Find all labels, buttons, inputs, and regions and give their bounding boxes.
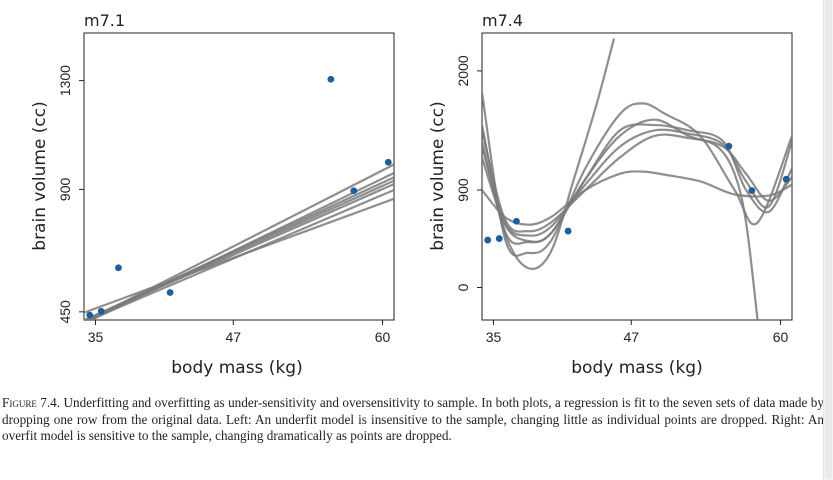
data-point-4 <box>564 227 572 235</box>
series-line-7 <box>88 171 394 320</box>
data-point-2 <box>97 307 105 315</box>
ytick-label: 900 <box>57 178 73 202</box>
ytick-label: 450 <box>57 300 73 324</box>
ylabel-right: brain volume (cc) <box>428 101 448 250</box>
figure-plots: 450 900 1300 35 47 60 m7.1 body mass (kg) br… <box>30 11 793 378</box>
yticks-left: 450 900 1300 <box>57 65 84 324</box>
series-line-1 <box>482 130 792 233</box>
data-point-6 <box>748 187 756 194</box>
ytick-label: 1300 <box>57 65 73 96</box>
plot-frame-left <box>83 32 395 321</box>
data-point-3 <box>115 264 122 272</box>
data-point-3 <box>513 217 520 225</box>
xlabel-right: body mass (kg) <box>571 358 702 378</box>
plot-frame-right <box>481 32 793 321</box>
series-line-6 <box>482 118 759 320</box>
series-line-7 <box>482 128 792 237</box>
data-point-7 <box>782 175 790 183</box>
caption-text: Underfitting and overfitting as under-se… <box>2 395 824 444</box>
series-line-6 <box>84 197 394 314</box>
data-point-6 <box>350 187 358 195</box>
series-line-2 <box>482 123 792 243</box>
data-point-1 <box>86 311 94 319</box>
ytick-label: 2000 <box>455 55 471 86</box>
series-line-5 <box>86 163 394 320</box>
lines-right <box>482 38 792 320</box>
xtick-label: 47 <box>225 329 241 345</box>
panel-m7-4: 0 900 2000 35 47 60 m7.4 body mass (kg) brai… <box>428 11 793 378</box>
points-right <box>484 142 790 244</box>
series-line-4 <box>482 170 792 226</box>
vertical-scrollbar[interactable] <box>823 0 833 480</box>
xtick-label: 35 <box>88 329 104 345</box>
ylabel-left: brain volume (cc) <box>30 101 50 250</box>
xtick-label: 35 <box>486 329 502 345</box>
data-point-1 <box>484 236 492 244</box>
panel-m7-1: 450 900 1300 35 47 60 m7.1 body mass (kg) br… <box>30 11 395 378</box>
xlabel-left: body mass (kg) <box>171 358 302 378</box>
xtick-label: 60 <box>375 329 391 345</box>
data-point-5 <box>327 75 335 83</box>
xtick-label: 60 <box>773 329 789 345</box>
figure-label: Figure 7.4. <box>2 395 61 410</box>
ytick-label: 0 <box>455 283 471 291</box>
yticks-right: 0 900 2000 <box>455 55 482 291</box>
panel-title-left: m7.1 <box>84 11 125 30</box>
xtick-label: 47 <box>623 329 639 345</box>
figure-caption: Figure 7.4. Underfitting and overfitting… <box>2 395 824 445</box>
data-point-2 <box>495 235 503 242</box>
data-point-5 <box>725 142 733 150</box>
panel-title-right: m7.4 <box>482 11 523 30</box>
data-point-4 <box>166 289 174 296</box>
ytick-label: 900 <box>455 178 471 202</box>
xticks-right: 35 47 60 <box>486 320 789 345</box>
points-left <box>86 75 392 319</box>
data-point-7 <box>384 158 392 166</box>
xticks-left: 35 47 60 <box>88 320 391 345</box>
lines-left <box>84 163 394 320</box>
scrollbar-thumb[interactable] <box>825 0 832 478</box>
